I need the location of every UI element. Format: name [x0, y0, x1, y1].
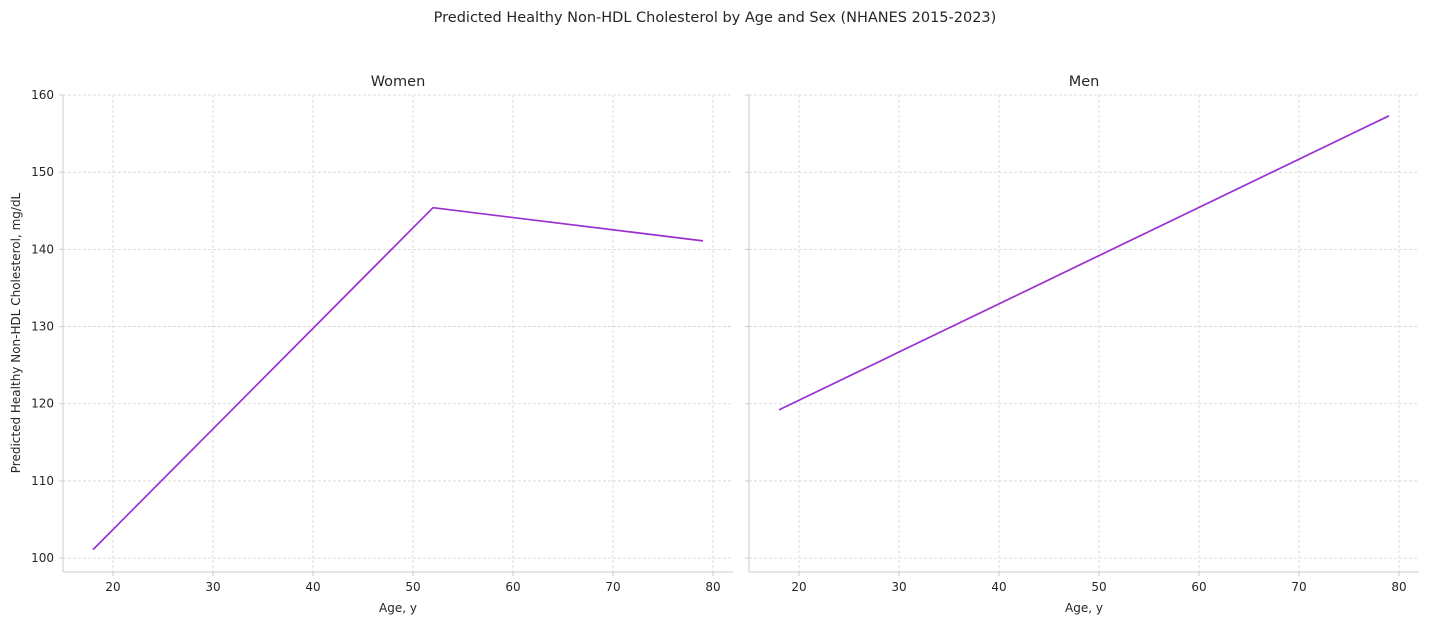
- series-men: [778, 115, 1390, 411]
- x-tick-label-men: 80: [1391, 580, 1406, 594]
- y-tick-label-women: 110: [31, 474, 54, 488]
- x-tick-label-women: 50: [405, 580, 420, 594]
- chart-title: Predicted Healthy Non-HDL Cholesterol by…: [434, 10, 997, 26]
- y-tick-label-women: 150: [31, 165, 54, 179]
- panel-title-men: Men: [1069, 74, 1100, 90]
- x-tick-label-women: 30: [205, 580, 220, 594]
- y-tick-label-women: 160: [31, 88, 54, 102]
- y-tick-label-women: 100: [31, 551, 54, 565]
- grid-men: [749, 94, 1419, 572]
- x-tick-label-women: 70: [605, 580, 620, 594]
- grid-women: [63, 94, 733, 572]
- series-line-women: [92, 206, 704, 551]
- panel-title-women: Women: [371, 74, 426, 90]
- x-tick-label-men: 50: [1091, 580, 1106, 594]
- x-tick-label-men: 30: [891, 580, 906, 594]
- axes-men: [748, 95, 1419, 573]
- y-tick-label-women: 120: [31, 397, 54, 411]
- x-tick-label-women: 60: [505, 580, 520, 594]
- x-tick-label-women: 40: [305, 580, 320, 594]
- y-ticks-men: [745, 94, 749, 559]
- axes-women: [62, 95, 733, 573]
- y-tick-label-women: 140: [31, 242, 54, 256]
- x-tick-label-women: 20: [105, 580, 120, 594]
- x-tick-label-men: 40: [991, 580, 1006, 594]
- y-axis-label: Predicted Healthy Non-HDL Cholesterol, m…: [9, 192, 23, 473]
- panel-men: 20 30 40 50 60 70 80 Men Age, y: [745, 74, 1419, 615]
- panel-women: 100 110 120 130 140 150 160 20 30 40 50 60 70 80 Wom…: [31, 74, 733, 615]
- x-tick-label-men: 70: [1291, 580, 1306, 594]
- y-ticks-women: 100 110 120 130 140 150 160: [31, 88, 63, 565]
- x-axis-label-women: Age, y: [379, 601, 417, 615]
- x-ticks-men: 20 30 40 50 60 70 80: [791, 572, 1407, 594]
- x-tick-label-men: 20: [791, 580, 806, 594]
- series-women: [92, 206, 704, 551]
- series-line-men: [778, 115, 1390, 411]
- x-tick-label-men: 60: [1191, 580, 1206, 594]
- y-tick-label-women: 130: [31, 320, 54, 334]
- x-axis-label-men: Age, y: [1065, 601, 1103, 615]
- x-ticks-women: 20 30 40 50 60 70 80: [105, 572, 721, 594]
- x-tick-label-women: 80: [705, 580, 720, 594]
